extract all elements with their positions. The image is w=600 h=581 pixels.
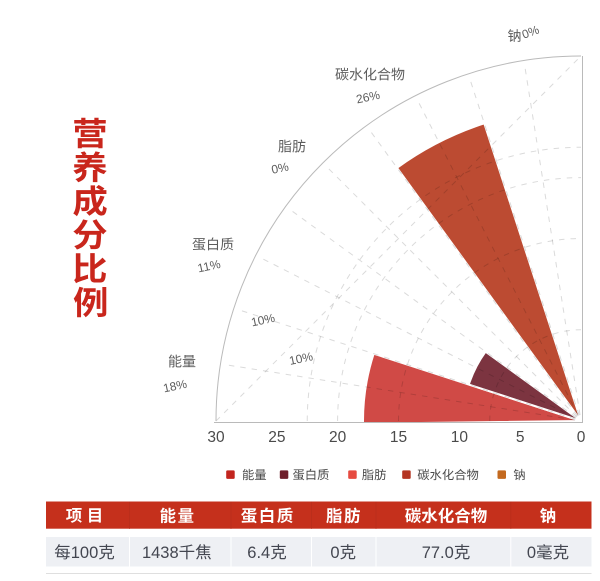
svg-text:0: 0	[577, 429, 586, 446]
svg-text:0%: 0%	[270, 159, 290, 176]
svg-text:0%: 0%	[520, 22, 541, 41]
svg-text:77.0: 77.0	[422, 544, 454, 562]
svg-text:10%: 10%	[288, 349, 315, 368]
svg-text:25: 25	[268, 429, 285, 446]
svg-text:15: 15	[390, 429, 407, 446]
svg-text:6.4: 6.4	[247, 544, 270, 562]
svg-text:11%: 11%	[196, 257, 222, 276]
svg-text:1438: 1438	[142, 544, 179, 562]
svg-text:100: 100	[71, 544, 99, 562]
svg-text:10%: 10%	[250, 311, 277, 330]
svg-text:0: 0	[330, 544, 339, 562]
svg-text:20: 20	[329, 429, 347, 446]
svg-text:30: 30	[207, 429, 225, 446]
svg-text:26%: 26%	[355, 88, 382, 107]
svg-text:18%: 18%	[162, 377, 189, 396]
svg-text:0: 0	[527, 544, 536, 562]
svg-text:10: 10	[451, 429, 469, 446]
svg-text:5: 5	[516, 429, 525, 446]
